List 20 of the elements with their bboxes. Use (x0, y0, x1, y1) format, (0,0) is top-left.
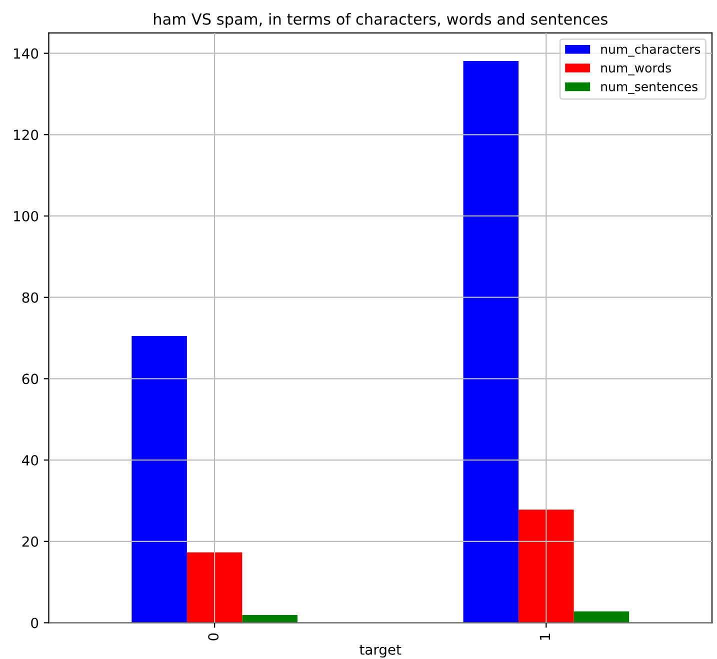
y-tick-label: 40 (22, 455, 38, 466)
bar (242, 615, 298, 623)
bar (463, 61, 519, 623)
y-tick-label: 20 (22, 536, 38, 547)
y-tick-label: 120 (14, 130, 38, 140)
bar (186, 552, 242, 623)
y-tick-label: 60 (22, 374, 38, 384)
bar (518, 510, 574, 623)
y-tick-label: 100 (14, 210, 38, 222)
x-tick-label: 1 (540, 634, 550, 640)
y-tick-label: 140 (14, 48, 38, 59)
bar (132, 336, 187, 623)
bar (574, 611, 630, 623)
legend-label: num_characters (601, 44, 700, 57)
y-tick-label: 0 (31, 618, 38, 628)
chart-title: ham VS spam, in terms of characters, words and sentences (154, 13, 608, 28)
legend-label: num_sentences (601, 82, 698, 94)
x-axis-title: target (360, 644, 402, 658)
y-tick-label: 80 (22, 292, 38, 303)
legend-label: num_words (601, 62, 671, 76)
